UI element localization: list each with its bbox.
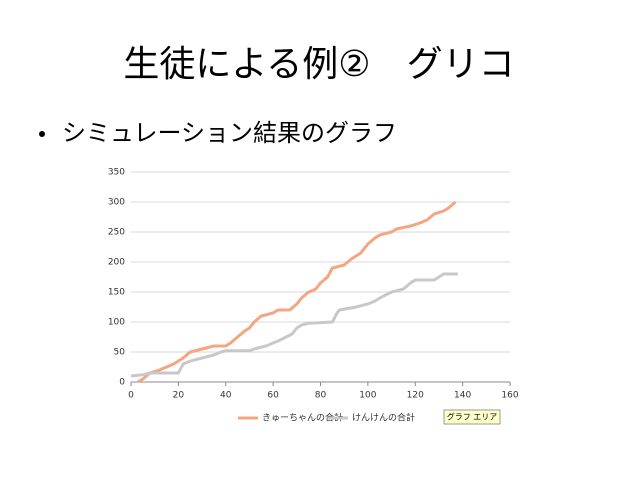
y-tick-label: 100 bbox=[108, 318, 125, 328]
y-tick-label: 200 bbox=[108, 258, 125, 268]
tooltip-box bbox=[443, 409, 501, 425]
y-tick-label: 250 bbox=[108, 228, 125, 238]
y-tick-label: 150 bbox=[108, 288, 125, 298]
series-line bbox=[137, 200, 457, 384]
x-tick-label: 120 bbox=[407, 391, 424, 401]
bullet-dot bbox=[39, 131, 45, 137]
slide-title: 生徒による例② グリコ bbox=[123, 44, 514, 85]
legend-label: きゅーちゃんの合計 bbox=[262, 412, 343, 424]
plot-area: 0 50 100 150 200 250 300 350 0 20 40 60 80 100 120 140 1… bbox=[108, 168, 519, 425]
x-tick-label: 20 bbox=[173, 391, 185, 401]
x-tick-label: 160 bbox=[501, 391, 518, 401]
x-tick-label: 100 bbox=[359, 391, 376, 401]
x-tick-label: 140 bbox=[454, 391, 471, 401]
y-tick-label: 300 bbox=[108, 198, 125, 208]
tooltip-text: グラフ エリア bbox=[447, 412, 498, 422]
y-tick-label: 0 bbox=[119, 378, 125, 388]
series-line bbox=[130, 272, 458, 378]
x-tick-label: 60 bbox=[267, 391, 279, 401]
y-tick-label: 350 bbox=[108, 168, 125, 178]
legend-label: けんけんの合計 bbox=[352, 412, 415, 424]
y-tick-label: 50 bbox=[114, 348, 126, 358]
x-tick-label: 0 bbox=[128, 391, 134, 401]
x-tick-label: 80 bbox=[315, 391, 327, 401]
x-tick-label: 40 bbox=[220, 391, 232, 401]
bullet-text: シミュレーション結果のグラフ bbox=[62, 119, 397, 147]
